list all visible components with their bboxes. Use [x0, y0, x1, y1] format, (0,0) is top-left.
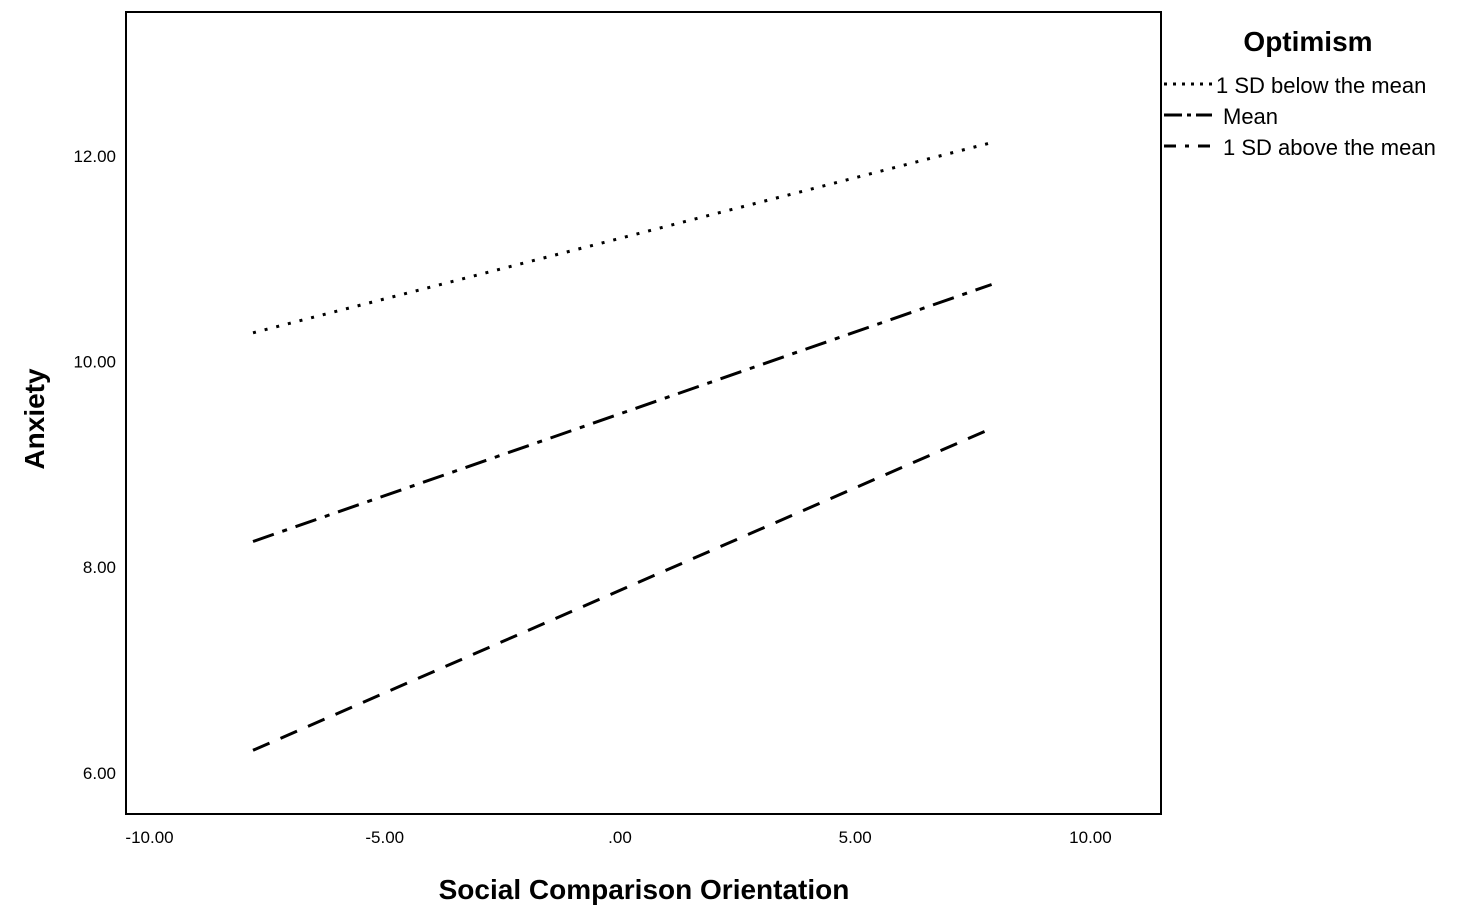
- y-tick-label: 6.00: [83, 764, 116, 783]
- x-tick-label: -10.00: [125, 828, 173, 847]
- y-tick-label: 12.00: [73, 147, 116, 166]
- y-axis-title: Anxiety: [19, 368, 50, 470]
- legend-label-2: Mean: [1223, 104, 1278, 129]
- series-line-3: [252, 427, 993, 752]
- series-layer: [252, 141, 993, 752]
- x-tick-label: .00: [608, 828, 632, 847]
- x-tick-label: -5.00: [365, 828, 404, 847]
- legend-title: Optimism: [1243, 26, 1372, 57]
- legend-label-1: 1 SD below the mean: [1216, 73, 1426, 98]
- x-tick-label: 10.00: [1069, 828, 1112, 847]
- x-tick-label: 5.00: [839, 828, 872, 847]
- x-axis-title: Social Comparison Orientation: [439, 874, 850, 905]
- series-line-2: [252, 283, 993, 543]
- legend-label-3: 1 SD above the mean: [1223, 135, 1436, 160]
- legend: Optimism 1 SD below the mean Mean 1 SD abo…: [1164, 26, 1436, 160]
- plot-area-frame: [125, 11, 1162, 815]
- y-tick-label: 8.00: [83, 558, 116, 577]
- y-tick-label: 10.00: [73, 353, 116, 372]
- tick-layer: -10.00 -5.00 .00 5.00 10.00 6.00 8.00 10.00 12.0…: [73, 147, 1111, 847]
